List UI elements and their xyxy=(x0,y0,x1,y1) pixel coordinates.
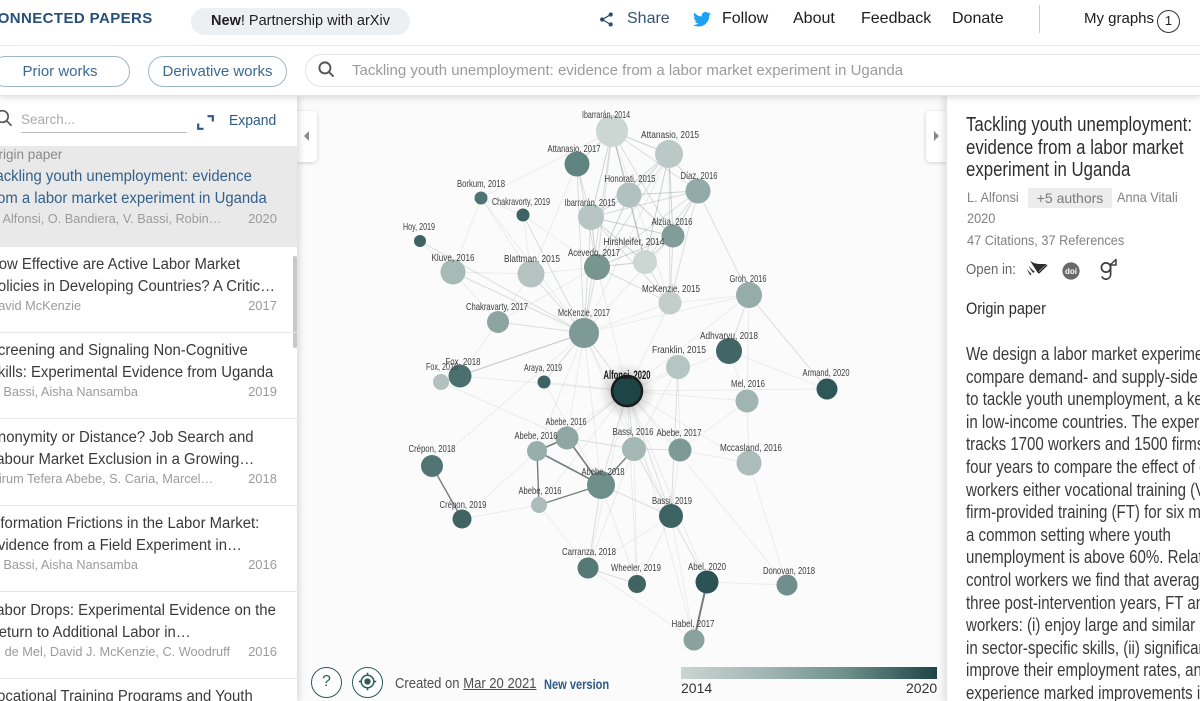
svg-text:Attanasio, 2017: Attanasio, 2017 xyxy=(548,143,601,155)
svg-text:Abebe, 2018: Abebe, 2018 xyxy=(582,466,625,478)
svg-text:McKenzie, 2017: McKenzie, 2017 xyxy=(558,307,610,319)
svg-text:Chakravorty, 2019: Chakravorty, 2019 xyxy=(492,196,550,208)
svg-text:Chakravarty, 2017: Chakravarty, 2017 xyxy=(466,301,528,313)
svg-text:Attanasio, 2015: Attanasio, 2015 xyxy=(641,129,699,141)
svg-text:Armand, 2020: Armand, 2020 xyxy=(803,367,850,379)
svg-text:Díaz, 2016: Díaz, 2016 xyxy=(681,170,718,182)
svg-text:Abebe, 2016: Abebe, 2016 xyxy=(519,485,562,497)
svg-text:Alfonsi, 2020: Alfonsi, 2020 xyxy=(604,368,651,382)
svg-text:Donovan, 2018: Donovan, 2018 xyxy=(763,565,815,577)
svg-text:Mccasland, 2016: Mccasland, 2016 xyxy=(720,442,782,454)
svg-text:Honorati, 2015: Honorati, 2015 xyxy=(605,173,656,185)
svg-text:Franklin, 2015: Franklin, 2015 xyxy=(652,344,706,356)
svg-text:Hoy, 2019: Hoy, 2019 xyxy=(403,221,435,233)
svg-text:Habel, 2017: Habel, 2017 xyxy=(672,618,715,630)
svg-text:Mel, 2016: Mel, 2016 xyxy=(731,378,765,390)
svg-text:Araya, 2019: Araya, 2019 xyxy=(524,362,562,374)
svg-text:doi: doi xyxy=(1065,267,1077,276)
svg-text:Fox, 2018: Fox, 2018 xyxy=(446,356,481,368)
svg-text:Groh, 2016: Groh, 2016 xyxy=(730,273,767,285)
svg-text:Adhvaryu, 2018: Adhvaryu, 2018 xyxy=(700,330,758,342)
svg-text:Alzüa, 2016: Alzüa, 2016 xyxy=(652,216,693,228)
svg-text:Abebe, 2016: Abebe, 2016 xyxy=(546,416,587,428)
svg-text:Ibarrarán, 2014: Ibarrarán, 2014 xyxy=(582,109,630,121)
svg-text:Crépon, 2019: Crépon, 2019 xyxy=(440,499,487,511)
svg-text:Abebe, 2016: Abebe, 2016 xyxy=(515,430,558,442)
svg-text:Kluve, 2016: Kluve, 2016 xyxy=(432,252,475,264)
svg-text:Bassi, 2016: Bassi, 2016 xyxy=(613,426,654,438)
svg-text:Crépon, 2018: Crépon, 2018 xyxy=(409,443,456,455)
svg-text:Ibarrarán, 2015: Ibarrarán, 2015 xyxy=(565,197,616,209)
svg-text:Hirshleifer, 2014: Hirshleifer, 2014 xyxy=(604,236,665,248)
svg-text:Blattman, 2015: Blattman, 2015 xyxy=(504,253,560,265)
svg-text:Carranza, 2018: Carranza, 2018 xyxy=(562,546,616,558)
svg-text:McKenzie, 2015: McKenzie, 2015 xyxy=(642,283,700,295)
svg-text:Abel, 2020: Abel, 2020 xyxy=(688,561,726,573)
svg-text:Abebe, 2017: Abebe, 2017 xyxy=(657,427,702,439)
svg-text:Fox, 2016: Fox, 2016 xyxy=(426,361,458,373)
svg-text:Wheeler, 2019: Wheeler, 2019 xyxy=(611,562,661,574)
svg-text:Acevedo, 2017: Acevedo, 2017 xyxy=(568,247,620,259)
svg-text:Bassi, 2019: Bassi, 2019 xyxy=(652,495,692,507)
svg-text:Borkum, 2018: Borkum, 2018 xyxy=(457,178,505,190)
